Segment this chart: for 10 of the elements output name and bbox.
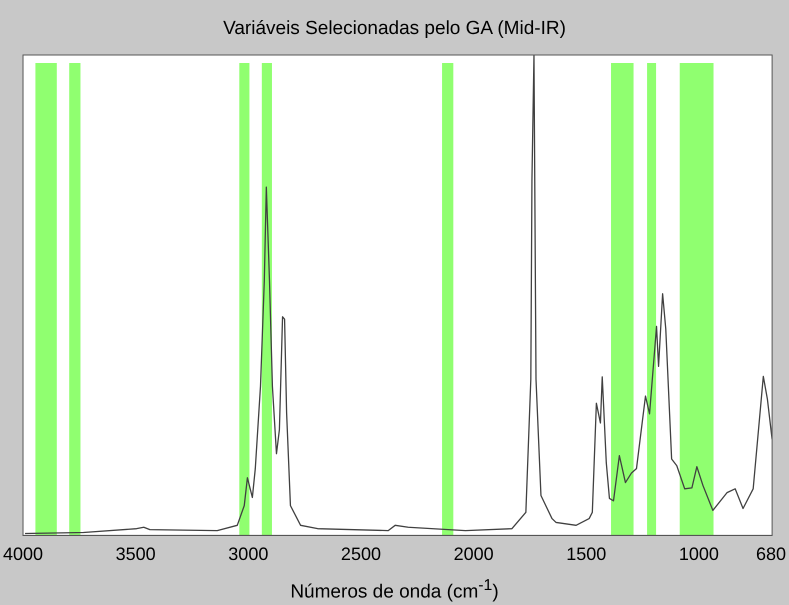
x-axis-title: Números de onda (cm$^{-1}$) <box>289 577 500 604</box>
x-tick-label: 1500 <box>566 544 606 564</box>
x-tick-label: 4000 <box>3 544 44 564</box>
x-tick-label: 3500 <box>116 544 156 564</box>
chart-title: Variáveis Selecionadas pelo GA (Mid-IR) <box>222 18 567 40</box>
x-tick-label: 1000 <box>678 544 719 564</box>
x-tick-label: 680 <box>756 544 786 564</box>
x-tick-label: 2000 <box>454 544 494 564</box>
x-tick-label: 3000 <box>228 544 268 564</box>
x-tick-label: 2500 <box>340 544 381 564</box>
